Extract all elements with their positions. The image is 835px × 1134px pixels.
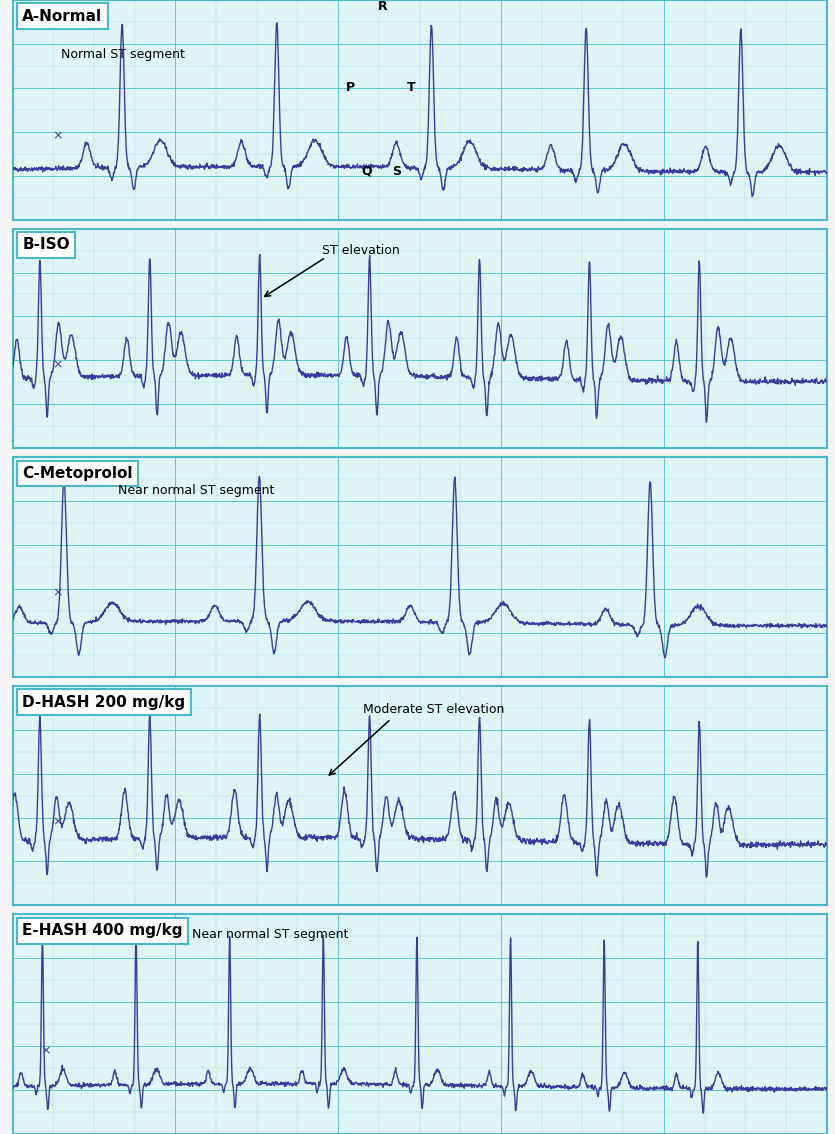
Text: Near normal ST segment: Near normal ST segment [119,483,275,497]
Text: E-HASH 400 mg/kg: E-HASH 400 mg/kg [23,923,183,938]
Text: ×: × [52,129,63,143]
Text: Moderate ST elevation: Moderate ST elevation [362,703,504,717]
Text: R: R [378,0,387,14]
Text: ×: × [52,358,63,371]
Text: Normal ST segment: Normal ST segment [62,49,185,61]
Text: T: T [407,82,416,94]
Text: D-HASH 200 mg/kg: D-HASH 200 mg/kg [23,695,185,710]
Text: ×: × [52,815,63,829]
Text: B-ISO: B-ISO [23,237,70,253]
Text: C-Metoprolol: C-Metoprolol [23,466,133,481]
Text: A-Normal: A-Normal [23,9,103,24]
Text: Q: Q [362,164,372,178]
Text: Near normal ST segment: Near normal ST segment [191,928,348,940]
Text: P: P [346,82,355,94]
Text: S: S [392,164,402,178]
Text: ×: × [40,1044,50,1057]
Text: ×: × [52,587,63,600]
Text: ST elevation: ST elevation [321,244,400,257]
